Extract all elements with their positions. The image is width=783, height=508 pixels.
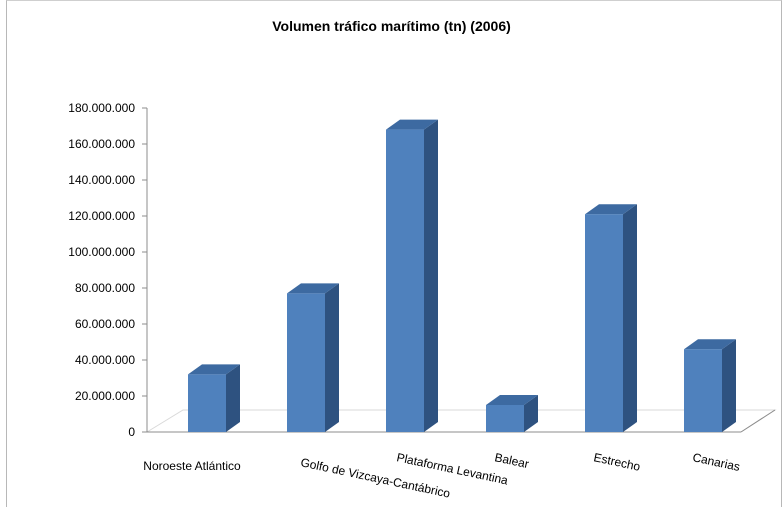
y-tick-label: 80.000.000 [75, 281, 135, 295]
y-tick-label: 100.000.000 [68, 245, 135, 259]
bar-side [524, 395, 538, 432]
bar [684, 339, 736, 432]
y-tick-label: 140.000.000 [68, 173, 135, 187]
bar-side [722, 339, 736, 432]
y-axis: 0 20.000.000 40.000.000 60.000.000 80.000.00… [68, 101, 148, 439]
chart-frame [6, 0, 782, 507]
x-tick-label: Balear [493, 450, 530, 471]
bars [188, 119, 736, 432]
y-tick-label: 160.000.000 [68, 137, 135, 151]
bar-side [424, 119, 438, 432]
x-tick-label: Canarias [691, 450, 741, 474]
bar-front [585, 214, 623, 432]
bar-side [325, 283, 339, 432]
bar-top [287, 283, 339, 294]
x-tick-label: Estrecho [592, 450, 642, 474]
bar-front [287, 293, 325, 432]
y-tick-label: 180.000.000 [68, 101, 135, 115]
x-axis-depth-line [740, 409, 776, 433]
bar-front [684, 349, 722, 432]
bar [585, 204, 637, 432]
y-tick-label: 20.000.000 [75, 389, 135, 403]
bar-side [623, 204, 637, 432]
y-tick-label: 60.000.000 [75, 317, 135, 331]
y-tick-label: 0 [128, 425, 135, 439]
x-axis-labels: Noroeste Atlántico Golfo de Vizcaya-Cantá… [143, 450, 741, 500]
bar [287, 283, 339, 432]
x-tick-label: Noroeste Atlántico [143, 459, 241, 473]
bar-front [486, 405, 524, 432]
bar [188, 364, 240, 432]
bar-side [226, 364, 240, 432]
bar [486, 395, 538, 432]
bar-top [684, 339, 736, 350]
y-tick-label: 120.000.000 [68, 209, 135, 223]
chart-title: Volumen tráfico marítimo (tn) (2006) [272, 18, 511, 34]
bar-top [386, 119, 438, 130]
bar-top [585, 204, 637, 215]
bar-top [188, 364, 240, 375]
bar-front [188, 374, 226, 432]
bar [386, 119, 438, 432]
floor-outline [146, 409, 777, 433]
y-tick-label: 40.000.000 [75, 353, 135, 367]
bar-top [486, 395, 538, 405]
bar-front [386, 129, 424, 432]
chart-floor [146, 409, 777, 433]
